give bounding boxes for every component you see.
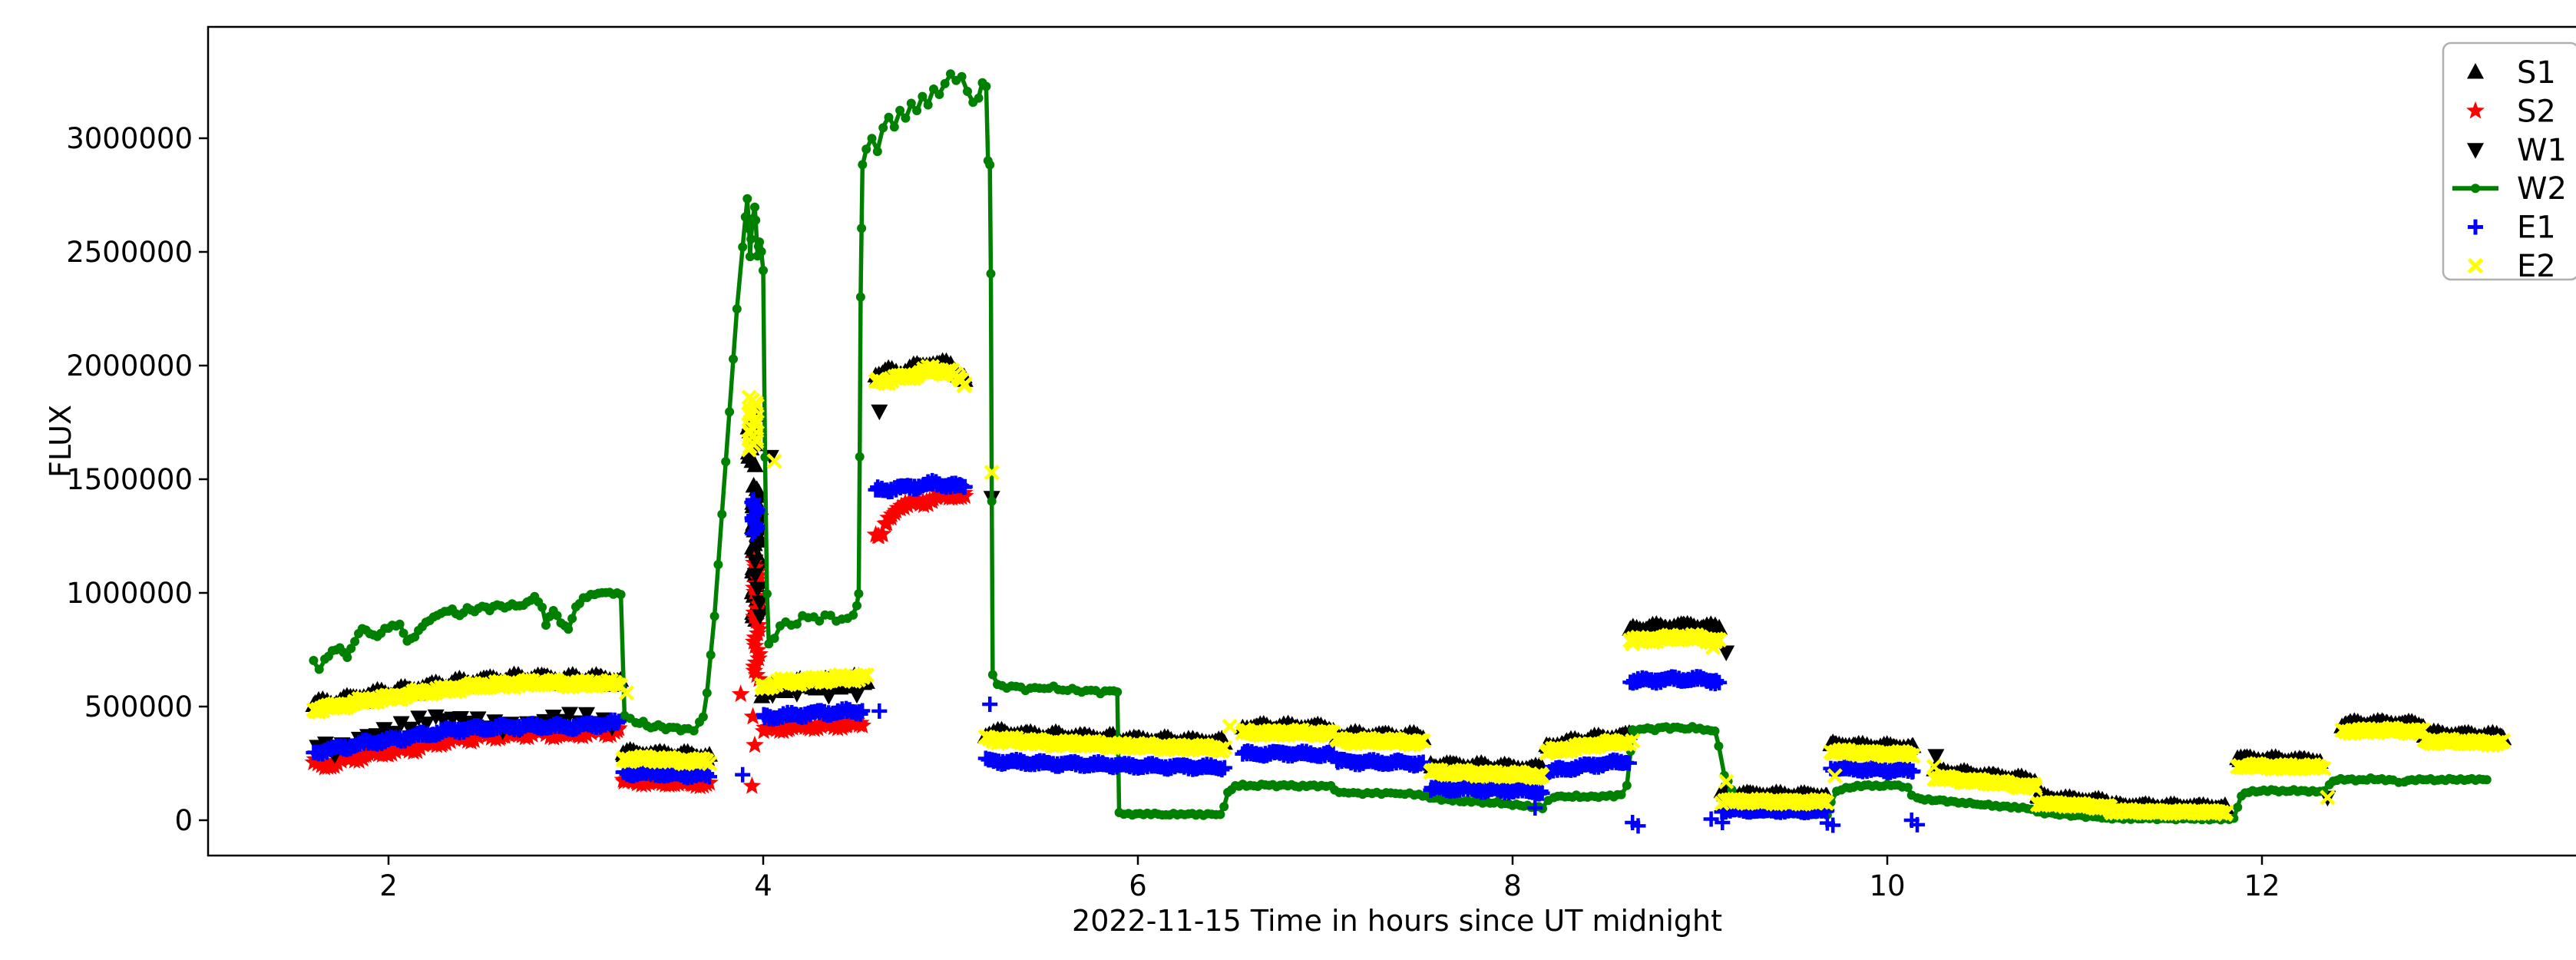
legend-entry-W1: W1 [2467, 133, 2567, 168]
y-tick-label: 2000000 [66, 349, 193, 382]
y-axis: 0 500000 1000000 1500000 2000000 2500000 30000… [44, 122, 208, 837]
y-axis-title: FLUX [44, 405, 78, 478]
figure-background [31, 12, 2576, 948]
legend-entry-E2: E2 [2467, 249, 2556, 284]
legend-entry-S1: S1 [2467, 55, 2556, 91]
x-tick-label: 6 [1129, 869, 1147, 902]
legend-marker-W1 [2467, 143, 2484, 159]
y-tick-label: 500000 [84, 690, 193, 723]
legend-marker-E1 [2468, 219, 2483, 235]
series-E2 [306, 359, 2512, 823]
x-tick-label: 10 [1869, 869, 1905, 902]
x-tick-label: 12 [2244, 869, 2280, 902]
legend-entry-W2: W2 [2452, 171, 2567, 207]
x-tick-label: 4 [754, 869, 772, 902]
legend-marker-E2 [2467, 257, 2484, 274]
legend-label: E2 [2517, 249, 2556, 284]
plot-frame [207, 25, 2576, 857]
y-tick-label: 1000000 [66, 577, 193, 610]
x-tick-label: 8 [1503, 869, 1522, 902]
x-axis-title: 2022-11-15 Time in hours since UT midnig… [1072, 904, 1722, 938]
chart-svg: 0 500000 1000000 1500000 2000000 2500000 30000… [31, 12, 2576, 948]
series-E1-markers [306, 472, 1925, 834]
flux-time-chart: 0 500000 1000000 1500000 2000000 2500000 30000… [31, 12, 2576, 948]
y-tick-label: 1500000 [66, 463, 193, 496]
x-axis: 2 4 6 8 10 12 2022-11-15 Time in hours since U… [379, 856, 2280, 938]
legend-marker-W2 [2471, 184, 2480, 194]
y-tick-label: 0 [174, 804, 193, 837]
y-tick-label: 3000000 [66, 122, 193, 155]
legend-entry-E1: E1 [2468, 210, 2556, 246]
legend-label: W1 [2517, 133, 2567, 168]
legend-marker-S2 [2466, 101, 2485, 119]
series-E2-markers [306, 359, 2512, 823]
page: FLUX 2022-11-15 Time in hours since UT m… [0, 12, 2576, 948]
legend-label: S1 [2517, 55, 2556, 91]
legend-marker-S1 [2467, 63, 2484, 79]
legend-label: S2 [2517, 94, 2556, 129]
legend-entry-S2: S2 [2466, 94, 2556, 129]
x-tick-label: 2 [379, 869, 398, 902]
series-E1 [306, 472, 1925, 834]
y-tick-label: 2500000 [66, 236, 193, 269]
series-W2 [309, 69, 2492, 825]
legend-label: E1 [2517, 210, 2556, 246]
legend-label: W2 [2517, 171, 2567, 207]
